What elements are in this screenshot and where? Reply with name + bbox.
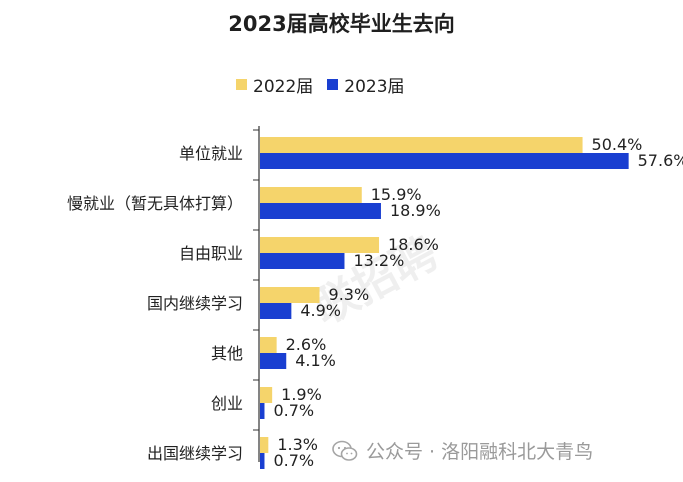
data-label: 13.2% — [353, 251, 404, 270]
category-label: 国内继续学习 — [147, 294, 243, 313]
data-label: 1.3% — [277, 435, 318, 454]
bar-2022届-5 — [260, 387, 273, 403]
bar-2022届-6 — [260, 437, 269, 453]
bar-2023届-5 — [260, 403, 265, 419]
category-label: 创业 — [211, 394, 243, 413]
category-label: 出国继续学习 — [147, 444, 243, 463]
bar-2023届-1 — [260, 203, 381, 219]
watermark-text: 公众号 · 洛阳融科北大青鸟 — [366, 441, 594, 463]
bar-2023届-3 — [260, 303, 292, 319]
bar-2023届-2 — [260, 253, 345, 269]
category-label: 自由职业 — [179, 244, 243, 263]
bar-2023届-4 — [260, 353, 287, 369]
category-label: 单位就业 — [179, 144, 243, 163]
source-watermark: 公众号 · 洛阳融科北大青鸟 — [332, 437, 593, 464]
data-label: 15.9% — [371, 185, 422, 204]
data-label: 0.7% — [273, 451, 314, 470]
category-label: 慢就业（暂无具体打算） — [67, 194, 243, 213]
data-label: 9.3% — [329, 285, 370, 304]
bar-2022届-1 — [260, 187, 362, 203]
legend-label-2022: 2022届 — [253, 77, 314, 97]
data-label: 2.6% — [286, 335, 327, 354]
bar-2022届-4 — [260, 337, 277, 353]
legend-label-2023: 2023届 — [344, 77, 405, 97]
data-label: 4.9% — [300, 301, 341, 320]
data-label: 18.9% — [390, 201, 441, 220]
data-label: 57.6% — [638, 151, 683, 170]
legend: 2022届 2023届 — [236, 72, 411, 97]
bar-2023届-0 — [260, 153, 629, 169]
data-label: 50.4% — [592, 135, 643, 154]
data-label: 18.6% — [388, 235, 439, 254]
wechat-icon — [332, 440, 358, 461]
chart-title: 2023届高校毕业生去向 — [228, 12, 455, 36]
data-label: 4.1% — [295, 351, 336, 370]
bar-2022届-3 — [260, 287, 320, 303]
category-label: 其他 — [211, 344, 243, 363]
legend-item-2022: 2022届 — [236, 72, 313, 97]
data-label: 1.9% — [281, 385, 322, 404]
bar-2022届-2 — [260, 237, 380, 253]
legend-swatch-2023 — [327, 79, 339, 90]
bar-2022届-0 — [260, 137, 583, 153]
legend-item-2023: 2023届 — [327, 72, 405, 97]
data-label: 0.7% — [273, 401, 314, 420]
legend-swatch-2022 — [236, 79, 247, 90]
bar-2023届-6 — [260, 453, 265, 469]
